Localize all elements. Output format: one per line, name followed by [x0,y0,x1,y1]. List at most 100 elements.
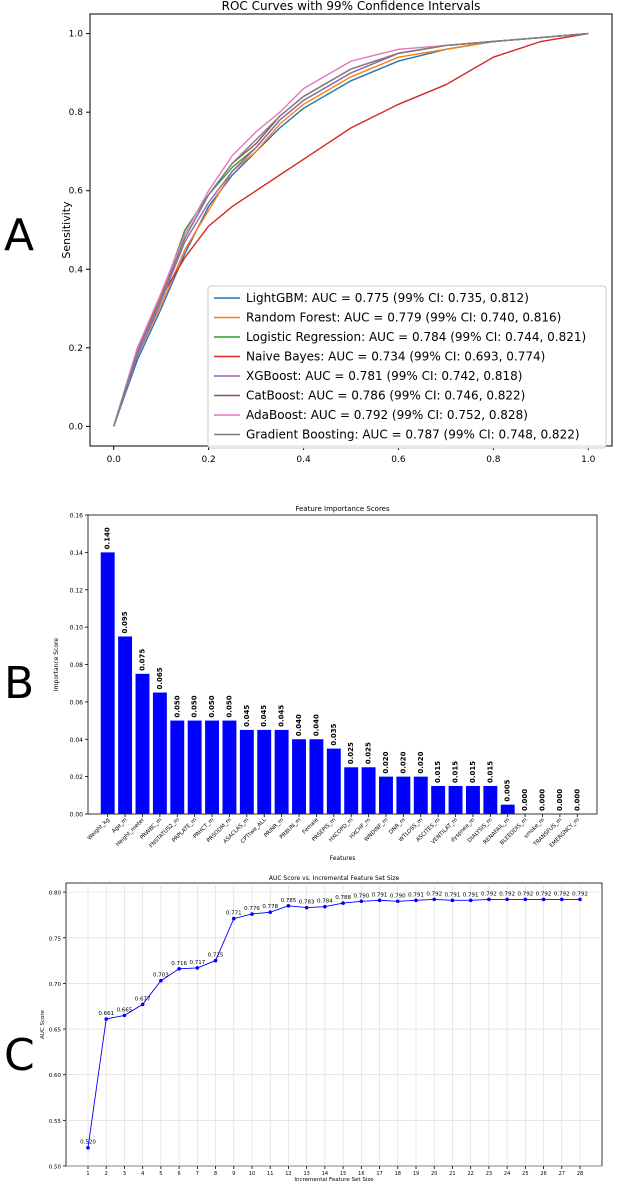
y-tick-label: 0.10 [70,625,84,632]
feature-importance-chart: Feature Importance Scores 0.00 0.02 0.04 0.0… [53,505,598,862]
x-tick-label: 22 [467,1171,473,1177]
auc-point-label: 0.771 [226,911,242,917]
auc-point-label: 0.520 [80,1140,96,1146]
bar [431,785,446,814]
auc-point-label: 0.791 [463,892,479,898]
bar-value-label: 0.045 [260,705,268,727]
bar [257,729,272,814]
auc-point [122,1013,127,1018]
legend-entry: CatBoost: AUC = 0.786 (99% CI: 0.746, 0.… [246,389,525,403]
auc-point-label: 0.792 [426,891,442,897]
y-tick-label: 0.04 [70,737,84,744]
auc-point-label: 0.792 [572,891,588,897]
auc-point [377,898,382,903]
x-tick-label: 26 [540,1171,546,1177]
auc-point [450,898,455,903]
bar-value-label: 0.040 [312,714,320,736]
auc-point [195,966,200,970]
roc-chart: ROC Curves with 99% Confidence Intervals… [60,0,613,465]
auc-point [505,897,509,902]
auc-point [559,897,564,902]
y-axis-label: Importance Score [53,638,60,691]
auc-line [87,898,580,1148]
y-tick-label: 0.6 [69,187,84,197]
x-tick-label: 1.0 [581,455,596,465]
y-tick-label: 0.02 [70,774,84,781]
chart-title: Feature Importance Scores [295,505,390,513]
y-tick-label: 0.08 [70,662,84,669]
y-tick-label: 0.70 [49,982,62,988]
bar-value-label: 0.140 [104,527,112,549]
bar [344,767,359,814]
roc-series-line [113,32,589,427]
legend-entry: Naive Bayes: AUC = 0.734 (99% CI: 0.693,… [246,350,545,364]
auc-incremental-chart: AUC Score vs. Incremental Feature Set Si… [40,875,603,1181]
bar-value-label: 0.050 [225,695,233,717]
auc-point-label: 0.790 [353,893,369,899]
auc-point [487,897,491,902]
bar-value-label: 0.020 [399,751,407,773]
x-tick-label: 17 [376,1171,382,1177]
auc-point-label: 0.677 [135,996,151,1002]
bar-value-label: 0.050 [191,695,199,717]
x-tick-label: 0.4 [296,455,311,465]
y-tick-label: 0.60 [49,1073,62,1079]
auc-point-label: 0.703 [153,973,169,979]
bar-value-label: 0.020 [382,751,390,773]
bar [274,729,289,814]
x-tick-label: 18 [395,1171,401,1177]
x-tick-label: 21 [449,1171,455,1177]
x-tick-label: 24 [504,1171,510,1177]
bar [239,729,254,814]
legend-entry: AdaBoost: AUC = 0.792 (99% CI: 0.752, 0.… [246,408,528,422]
bar-value-label: 0.050 [208,695,216,717]
bar-value-label: 0.000 [556,789,564,811]
auc-point [432,897,437,902]
x-tick-label: 28 [577,1171,583,1177]
panel-label-b: B [4,658,35,709]
y-tick-label: 0.14 [70,550,84,557]
chart-title: AUC Score vs. Incremental Feature Set Si… [269,875,400,882]
x-tick-label: 27 [559,1171,565,1177]
x-axis-label: Incremental Feature Set Size [294,1177,374,1181]
auc-point [213,958,218,963]
bar [309,739,324,814]
x-axis-label: Features [330,855,356,862]
bar [170,720,185,814]
y-tick-label: 0.8 [69,108,84,118]
auc-point-label: 0.791 [408,892,424,898]
bar-value-label: 0.045 [278,705,286,727]
x-tick-label: 4 [141,1171,144,1177]
bar [361,767,376,814]
auc-point-label: 0.792 [554,891,570,897]
x-tick-label: 19 [413,1171,419,1177]
auc-point-label: 0.790 [390,893,406,899]
y-tick-label: 0.80 [49,891,62,897]
auc-point-label: 0.792 [517,891,533,897]
bar-value-label: 0.015 [486,761,494,783]
bar-value-label: 0.015 [452,761,460,783]
x-tick-label: 8 [214,1171,217,1177]
x-tick-label: 13 [303,1171,309,1177]
auc-point-label: 0.665 [117,1007,133,1013]
auc-point-label: 0.725 [208,953,224,959]
legend-entry: Random Forest: AUC = 0.779 (99% CI: 0.74… [246,311,561,325]
bar-value-label: 0.035 [330,723,338,745]
auc-point-label: 0.792 [481,891,497,897]
bar-value-label: 0.040 [295,714,303,736]
y-tick-label: 0.16 [70,513,84,520]
bar [100,552,115,814]
bar [413,776,428,814]
auc-point [359,899,364,904]
y-axis-label: AUC Score [40,1009,46,1038]
bar [326,748,341,814]
auc-point-label: 0.778 [262,904,278,910]
bar-value-label: 0.000 [539,789,547,811]
x-tick-label: 12 [285,1171,291,1177]
bar-value-label: 0.025 [347,742,355,764]
auc-point [414,898,418,903]
x-tick-label: 23 [486,1171,492,1177]
y-tick-label: 0.4 [69,265,84,275]
y-tick-label: 0.2 [69,344,83,354]
auc-point [468,898,473,903]
